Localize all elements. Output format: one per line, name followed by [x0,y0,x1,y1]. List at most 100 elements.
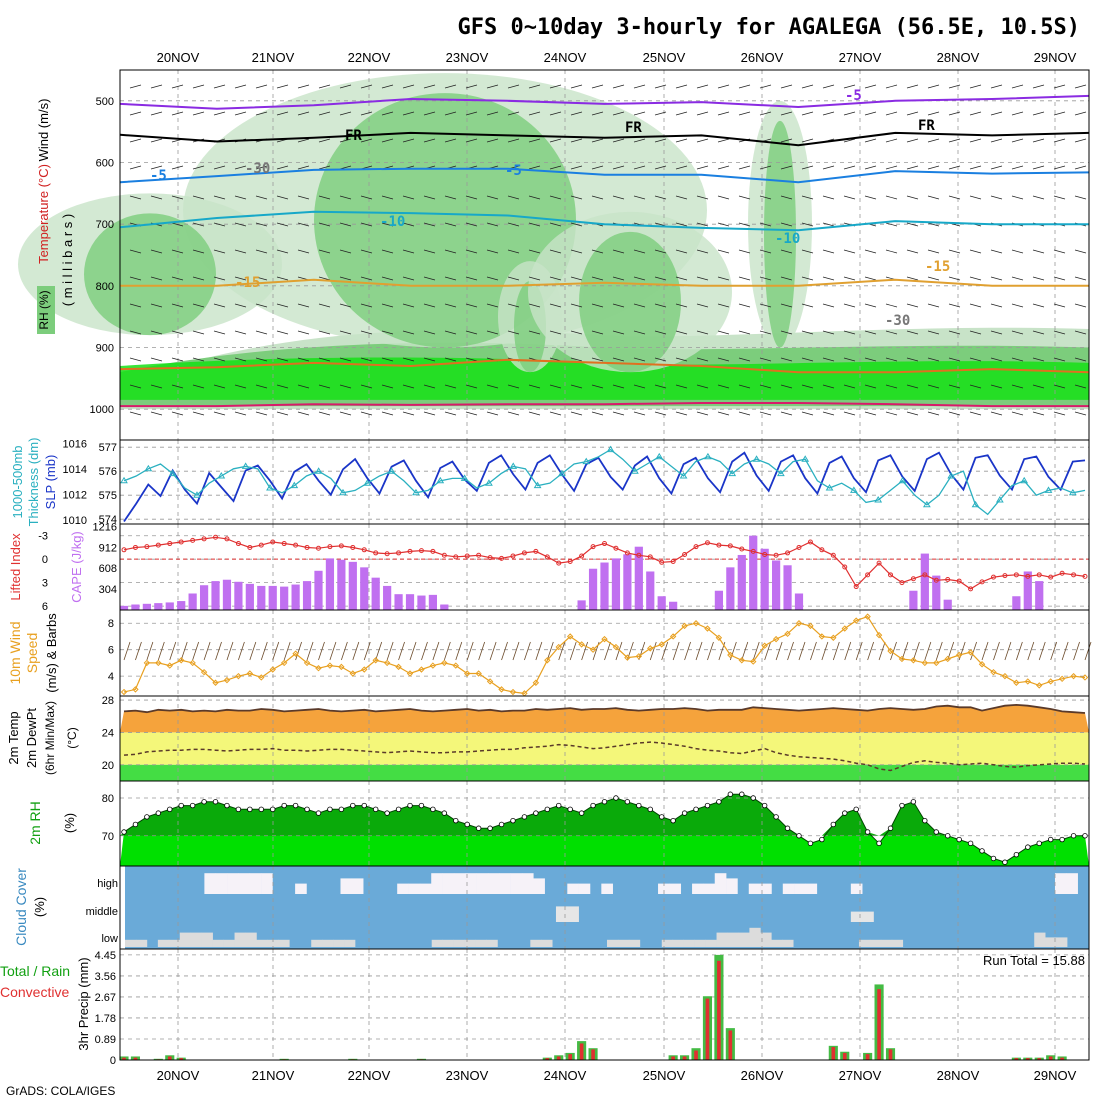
wind-barb [171,195,184,200]
wind-barb [234,411,247,416]
wind-speed-marker [406,670,414,677]
wind-barb [444,357,457,362]
wind-barb [318,165,331,170]
wind-barb [150,276,163,281]
cloud-bar-high [465,873,477,894]
lifted-index-marker [430,548,436,554]
wind-barb [423,111,436,116]
wind-barb [927,111,940,116]
wind-barb [970,641,977,661]
cloud-bar-low [607,939,619,947]
rh-marker [464,821,470,828]
wind-barb [318,138,331,143]
wind-barb [990,276,1003,281]
rh-marker [807,840,814,847]
wind-speed-marker [1036,682,1043,689]
contour-label: -10 [380,214,405,230]
wind-barb [234,330,247,335]
cloud-bar-high [442,873,455,894]
wind-speed-marker [212,679,219,686]
wind-barb [913,641,920,661]
wind-barb [381,222,394,227]
lifted-index-marker [247,544,253,550]
wind-barb [906,111,919,116]
wind-barb [215,641,222,661]
date-axis-bottom: 20NOV 21NOV 22NOV 23NOV 24NOV 25NOV 26NOV 27NOV… [157,1068,1077,1083]
wind-speed-marker [338,663,345,671]
wind-barb [528,165,541,170]
cloud-bar-high [204,873,217,894]
wind-barb [129,111,142,116]
lifted-index-marker [624,550,630,556]
wind-barb [423,357,436,362]
wind-barb [318,330,331,335]
wind-speed-marker [155,659,162,667]
wind-barb [885,411,898,416]
wind-barb [801,411,814,416]
wind-speed-marker [498,686,505,693]
cloud-bar-low [125,939,137,947]
lifted-index-marker [1071,572,1077,578]
wind-barb [787,641,794,661]
lifted-index-marker [968,586,974,592]
wind-barb [684,641,691,661]
wind-barb [654,276,667,281]
wind-barb [990,330,1003,335]
wind-barb [1053,303,1066,308]
wind-barb [822,330,835,335]
wind-speed-marker [589,646,597,653]
cloud-bar-low [749,927,761,947]
wind-barb [801,84,814,89]
lifted-index-marker [407,548,413,554]
wind-barb [129,276,142,281]
wind-speed-marker [578,641,585,648]
wind-barb [339,111,352,116]
wind-barb [213,303,226,308]
wind-barb [455,641,463,661]
wind-barb [423,138,436,143]
wind-barb [948,138,961,143]
wind-barb [948,303,961,308]
precip-convective-bar [1060,1057,1064,1060]
wind-barb [213,111,226,116]
date-label-top: 26NOV [741,50,784,65]
wind-barb [465,195,478,200]
wind-barb [171,357,184,362]
wind-barb [948,411,961,416]
contour-label: -15 [235,275,260,291]
rh-marker [704,802,711,809]
wind-barb [752,641,760,661]
cape-bar [794,593,804,610]
cloud-bar-low [322,939,334,947]
thickness-marker [728,469,737,477]
wind-barb [649,641,657,661]
cape-bar [669,601,678,610]
wind-barb [738,249,751,254]
wind-barb [192,84,205,89]
wind-barb [822,357,835,362]
wind-barb [570,111,583,116]
wind-barb [260,641,268,661]
cloud-bar-high [510,873,523,894]
wind-barb [1011,138,1024,143]
wind-barb [569,641,577,661]
wind-speed-marker [1047,678,1054,685]
wind-barb [633,138,646,143]
temp-band-yellow [120,732,1089,765]
wind-barb [171,303,184,308]
lifted-index-marker [590,544,596,550]
wind-barb [969,276,982,281]
cape-bar [383,585,392,610]
wind-barb [1050,641,1058,661]
wind-barb [234,357,247,362]
lifted-index-marker [396,550,402,556]
wind-barb [591,330,604,335]
wind-barb [489,641,497,661]
lifted-index-marker [167,541,173,547]
temp-line [123,703,1086,714]
cloud-bar-low [869,939,882,947]
thickness-marker [339,488,347,496]
wind-speed-marker [246,670,254,677]
wind-barb [780,303,793,308]
rh-marker [372,806,379,813]
